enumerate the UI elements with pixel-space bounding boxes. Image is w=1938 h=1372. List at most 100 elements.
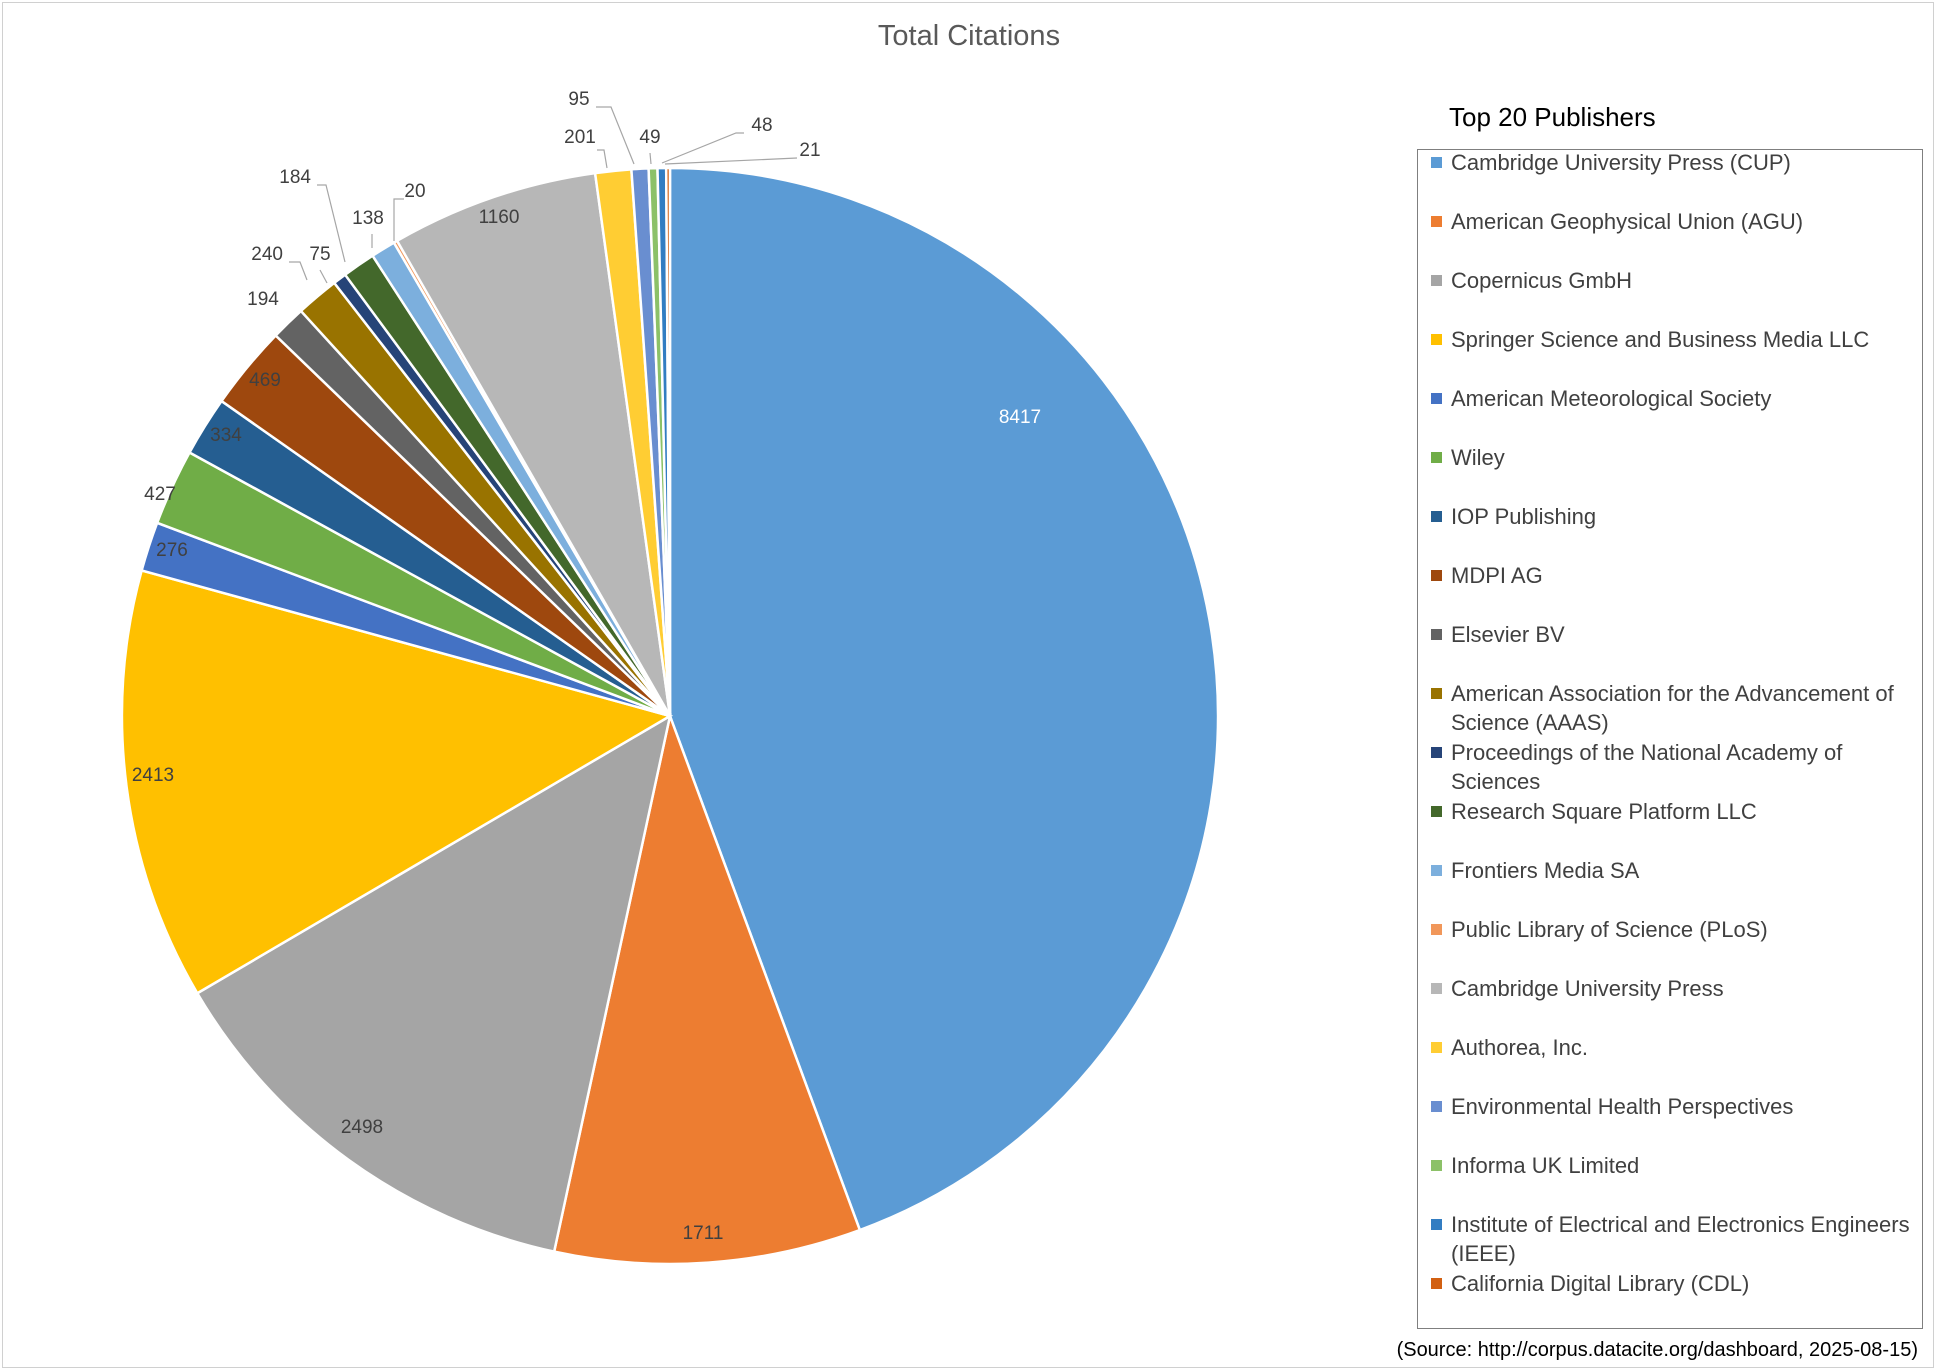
data-label: 469 <box>249 370 281 391</box>
data-label: 48 <box>751 115 772 136</box>
pie-slice <box>664 166 672 717</box>
legend-label: Frontiers Media SA <box>1451 858 1640 883</box>
data-label: 184 <box>279 167 311 188</box>
legend-item: American Meteorological Society <box>1431 384 1916 413</box>
leader-line <box>596 106 635 165</box>
legend-swatch <box>1431 1042 1442 1053</box>
legend-item: Elsevier BV <box>1431 620 1916 649</box>
legend-item: California Digital Library (CDL) <box>1431 1269 1916 1298</box>
legend-swatch <box>1431 1219 1442 1230</box>
data-label: 2498 <box>341 1117 383 1138</box>
legend-item: MDPI AG <box>1431 561 1916 590</box>
legend-item: Cambridge University Press <box>1431 974 1916 1003</box>
data-label: 20 <box>404 181 425 202</box>
legend-label: IOP Publishing <box>1451 504 1597 529</box>
pie-slice <box>120 568 674 995</box>
leader-line <box>661 132 744 164</box>
source-note: (Source: http://corpus.datacite.org/dash… <box>1396 1339 1918 1361</box>
leader-line <box>393 198 404 241</box>
data-label: 1160 <box>479 207 520 228</box>
data-label: 95 <box>568 89 589 110</box>
legend-swatch <box>1431 924 1442 935</box>
pie-slice <box>395 171 672 717</box>
legend-swatch <box>1431 216 1442 227</box>
data-label: 194 <box>247 289 279 310</box>
legend-label: Proceedings of the National Academy of S… <box>1451 740 1843 794</box>
legend-swatch <box>1431 275 1442 286</box>
legend-item: American Geophysical Union (AGU) <box>1431 207 1916 236</box>
legend-item: Wiley <box>1431 443 1916 472</box>
data-label: 427 <box>144 484 176 505</box>
legend-label: American Geophysical Union (AGU) <box>1451 209 1804 234</box>
leader-line <box>664 157 798 165</box>
pie-slice <box>195 713 672 1254</box>
legend-title: Top 20 Publishers <box>1449 102 1656 132</box>
legend-item: Proceedings of the National Academy of S… <box>1431 738 1916 796</box>
legend-swatch <box>1431 1160 1442 1171</box>
legend-label: MDPI AG <box>1451 563 1543 588</box>
legend-swatch <box>1431 511 1442 522</box>
leader-line <box>319 269 328 284</box>
data-label: 21 <box>799 140 820 161</box>
data-label: 334 <box>210 425 242 446</box>
data-label: 138 <box>352 208 384 229</box>
legend-item: Research Square Platform LLC <box>1431 797 1916 826</box>
legend-label: American Association for the Advancement… <box>1451 681 1894 735</box>
data-label: 49 <box>639 127 660 148</box>
legend-label: Research Square Platform LLC <box>1451 799 1757 824</box>
leader-line <box>317 184 346 263</box>
legend-label: Authorea, Inc. <box>1451 1035 1588 1060</box>
legend-swatch <box>1431 865 1442 876</box>
chart-title: Total Citations <box>877 20 1061 52</box>
data-label: 201 <box>564 127 596 148</box>
legend-item: Public Library of Science (PLoS) <box>1431 915 1916 944</box>
legend-item: Frontiers Media SA <box>1431 856 1916 885</box>
leader-line <box>289 261 308 281</box>
legend-item: IOP Publishing <box>1431 502 1916 531</box>
data-label: 8417 <box>999 407 1041 428</box>
legend-swatch <box>1431 688 1442 699</box>
legend-label: Cambridge University Press (CUP) <box>1451 150 1791 175</box>
data-label: 2413 <box>132 765 174 786</box>
legend-item: Authorea, Inc. <box>1431 1033 1916 1062</box>
legend-item: Springer Science and Business Media LLC <box>1431 325 1916 354</box>
legend-item: American Association for the Advancement… <box>1431 679 1916 737</box>
data-label: 1711 <box>683 1223 724 1244</box>
legend-label: Informa UK Limited <box>1451 1153 1640 1178</box>
data-label: 240 <box>251 244 283 265</box>
legend-swatch <box>1431 629 1442 640</box>
legend-swatch <box>1431 393 1442 404</box>
legend-swatch <box>1431 806 1442 817</box>
legend-swatch <box>1431 157 1442 168</box>
legend-swatch <box>1431 983 1442 994</box>
data-label: 75 <box>309 244 330 265</box>
pie-slice <box>668 166 1220 1232</box>
legend-swatch <box>1431 570 1442 581</box>
legend-swatch <box>1431 1278 1442 1289</box>
legend-box <box>1417 149 1923 1329</box>
legend-label: American Meteorological Society <box>1451 386 1772 411</box>
legend-label: Copernicus GmbH <box>1451 268 1632 293</box>
legend-item: Informa UK Limited <box>1431 1151 1916 1180</box>
legend-label: Wiley <box>1451 445 1505 470</box>
legend-item: Institute of Electrical and Electronics … <box>1431 1210 1916 1268</box>
legend-swatch <box>1431 1101 1442 1112</box>
legend-label: Cambridge University Press <box>1451 976 1724 1001</box>
legend-swatch <box>1431 452 1442 463</box>
legend-label: California Digital Library (CDL) <box>1451 1271 1750 1296</box>
pie-slice <box>552 711 862 1266</box>
legend-item: Environmental Health Perspectives <box>1431 1092 1916 1121</box>
legend-item: Cambridge University Press (CUP) <box>1431 148 1916 177</box>
legend-label: Springer Science and Business Media LLC <box>1451 327 1870 352</box>
legend-swatch <box>1431 334 1442 345</box>
legend-item: Copernicus GmbH <box>1431 266 1916 295</box>
leader-line <box>649 152 652 165</box>
leader-line <box>597 149 608 169</box>
legend-label: Public Library of Science (PLoS) <box>1451 917 1768 942</box>
legend-label: Elsevier BV <box>1451 622 1565 647</box>
legend-swatch <box>1431 747 1442 758</box>
legend-label: Institute of Electrical and Electronics … <box>1451 1212 1910 1266</box>
data-label: 276 <box>156 540 188 561</box>
